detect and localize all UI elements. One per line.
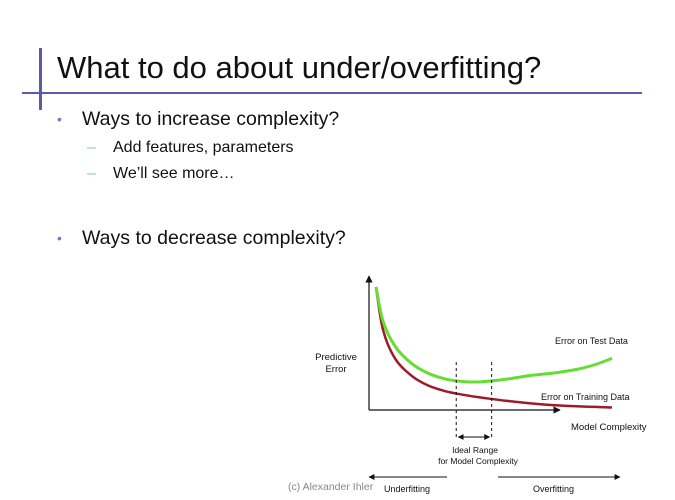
x-axis-label: Model Complexity [571, 422, 647, 433]
bullet-increase-complexity: • Ways to increase complexity? [57, 107, 340, 131]
slide-title: What to do about under/overfitting? [57, 50, 542, 85]
y-axis-label-line2: Error [325, 364, 346, 375]
bullet-decrease-complexity: • Ways to decrease complexity? [57, 226, 346, 250]
series-label-training: Error on Training Data [541, 392, 630, 402]
title-vertical-rule [39, 48, 42, 110]
subitem-text: Add features, parameters [113, 139, 294, 156]
bullet-marker: • [57, 111, 62, 127]
sub-marker: – [87, 165, 96, 182]
sub-marker: – [87, 139, 96, 156]
series-line-test [374, 286, 613, 384]
subitem-see-more: – We’ll see more… [87, 164, 235, 184]
bullet-text: Ways to decrease complexity? [82, 227, 346, 249]
series-line-training [374, 286, 613, 409]
overfitting-label: Overfitting [533, 484, 574, 494]
subitem-text: We’ll see more… [113, 165, 235, 182]
title-underline-rule [22, 92, 642, 94]
bullet-marker: • [57, 230, 62, 246]
ideal-range-label-line2: for Model Complexity [438, 456, 519, 466]
series-label-test: Error on Test Data [555, 336, 628, 346]
y-axis-label-line1: Predictive [315, 352, 357, 363]
bullet-text: Ways to increase complexity? [82, 108, 340, 130]
underfitting-label: Underfitting [384, 484, 430, 494]
subitem-add-features: – Add features, parameters [87, 138, 294, 158]
ideal-range-label-line1: Ideal Range [452, 445, 498, 455]
copyright-credit: (c) Alexander Ihler [288, 481, 374, 493]
